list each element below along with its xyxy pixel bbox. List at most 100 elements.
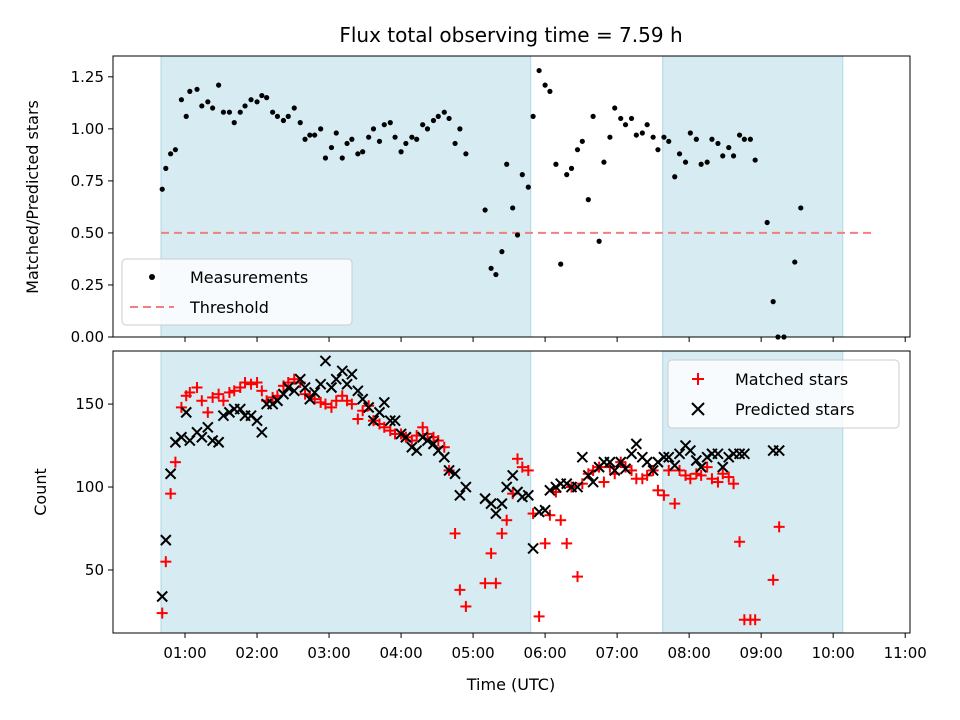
measurement-point: [187, 88, 193, 94]
predicted-star-point: [522, 489, 535, 502]
predicted-star-point-b: [773, 444, 785, 457]
predicted-star-point: [362, 401, 375, 414]
measurement-point: [536, 67, 542, 74]
predicted-star-point: [336, 365, 348, 377]
matched-star-point: [561, 537, 573, 549]
predicted-star-point: [346, 368, 358, 380]
measurement-point: [328, 144, 335, 151]
measurement-point: [698, 161, 704, 167]
predicted-star-point: [314, 378, 327, 390]
matched-star-point: [363, 400, 375, 412]
measurement-point: [392, 134, 398, 140]
predicted-star-point-b: [449, 468, 461, 480]
predicted-star-point: [582, 469, 595, 482]
predicted-star-point: [506, 469, 519, 482]
bottom-plot-frame: [112, 350, 911, 634]
predicted-star-point: [373, 406, 386, 419]
predicted-star-point: [550, 481, 562, 493]
predicted-star-point: [427, 438, 440, 450]
measurement-point: [183, 113, 189, 119]
measurement-point: [558, 261, 564, 267]
predicted-star-point: [319, 355, 332, 367]
measurement-point: [585, 197, 591, 203]
shaded-interval-1: [160, 350, 532, 634]
predicted-star-point: [299, 381, 311, 394]
matched-star-point: [516, 461, 528, 473]
predicted-star-point-b: [500, 481, 513, 493]
y-tick-label: 0.00: [71, 328, 104, 346]
matched-star-point: [184, 386, 196, 398]
x-tick-label: 02:00: [235, 644, 278, 662]
matched-star-point: [378, 421, 390, 433]
measurement-point: [612, 105, 618, 111]
predicted-star-point-b: [367, 414, 380, 427]
predicted-star-point-b: [234, 403, 246, 415]
measurement-point: [291, 105, 297, 111]
matched-star-point: [690, 468, 702, 480]
matched-star-point: [449, 527, 461, 539]
predicted-star-point-b: [416, 431, 429, 443]
x-tick-label: 08:00: [668, 644, 711, 662]
predicted-star-point-b: [325, 381, 338, 394]
predicted-star-point: [738, 448, 751, 460]
predicted-star-point-b: [490, 507, 502, 520]
predicted-star-point: [619, 463, 632, 475]
predicted-star-point: [330, 373, 342, 385]
predicted-star-point-b: [217, 409, 230, 422]
predicted-star-point: [294, 373, 306, 385]
predicted-star-point: [438, 451, 450, 463]
legend-matched-stars: Matched stars: [735, 370, 848, 389]
matched-star-point: [336, 390, 348, 402]
predicted-star-point: [308, 386, 321, 399]
matched-star-point: [641, 469, 653, 481]
predicted-star-point: [202, 421, 214, 434]
predicted-star-point-b: [496, 497, 508, 510]
predicted-star-point-b: [410, 444, 423, 457]
predicted-star-point: [180, 406, 192, 419]
measurement-point: [770, 299, 776, 305]
predicted-star-point: [389, 414, 401, 427]
matched-star-point: [533, 610, 545, 622]
predicted-star-point: [576, 451, 589, 463]
measurement-point: [741, 136, 747, 142]
predicted-star-point: [539, 504, 551, 516]
predicted-star-point-b: [663, 451, 675, 463]
measurement-point: [168, 151, 174, 157]
predicted-star-point: [454, 489, 466, 502]
predicted-star-point: [490, 507, 502, 520]
predicted-star-point-b: [389, 414, 401, 427]
predicted-star-point-b: [362, 401, 375, 414]
predicted-star-point-b: [180, 406, 192, 419]
predicted-star-point: [460, 481, 472, 493]
measurement-point: [488, 265, 494, 271]
matched-star-point: [207, 391, 219, 403]
matched-star-point: [539, 537, 551, 549]
measurement-point: [568, 165, 575, 171]
matched-star-point: [658, 489, 670, 501]
predicted-star-point: [641, 456, 653, 468]
predicted-star-point: [175, 431, 188, 443]
matched-star-point: [165, 488, 177, 500]
predicted-star-point-b: [615, 456, 627, 468]
measurement-point: [366, 134, 372, 140]
measurement-point: [596, 238, 602, 244]
predicted-star-point-b: [341, 378, 353, 390]
predicted-star-point-b: [156, 590, 168, 603]
measurement-point: [226, 109, 233, 115]
predicted-star-point-b: [336, 365, 348, 377]
measurement-point: [687, 130, 693, 136]
predicted-star-point-b: [395, 428, 407, 440]
measurement-point: [254, 99, 260, 105]
y-tick-label: 150: [75, 395, 104, 413]
measurement-point: [672, 174, 678, 180]
predicted-star-point-b: [630, 438, 643, 450]
matched-star-point: [767, 574, 779, 586]
matched-star-point: [256, 385, 268, 397]
predicted-star-point: [733, 448, 746, 460]
x-tick-label: 04:00: [379, 644, 422, 662]
matched-star-point: [522, 464, 534, 476]
predicted-star-point-b: [164, 468, 177, 480]
predicted-star-point-b: [479, 492, 491, 505]
predicted-star-point: [234, 403, 246, 415]
measurement-point: [693, 136, 699, 142]
